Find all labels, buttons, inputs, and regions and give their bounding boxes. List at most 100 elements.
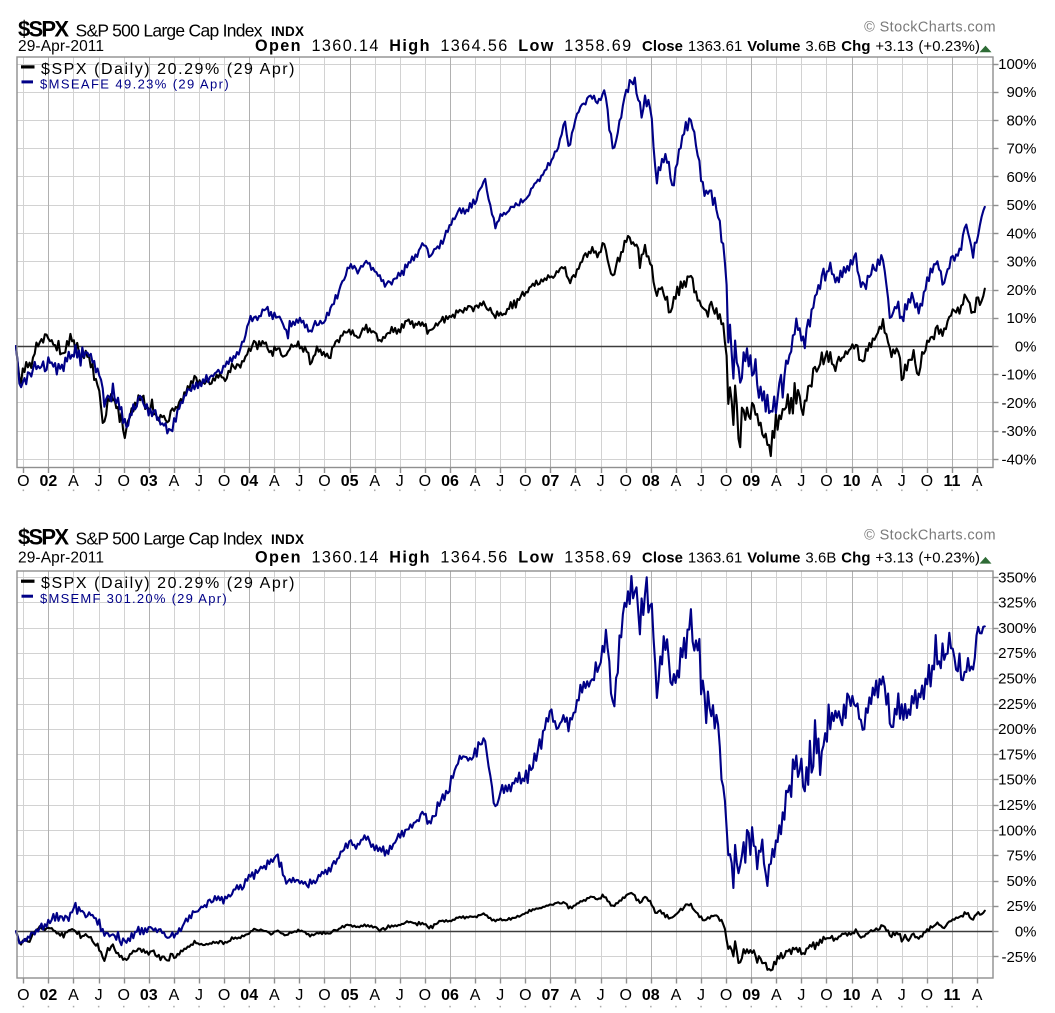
svg-text:300%: 300%: [998, 620, 1036, 637]
svg-text:O: O: [117, 987, 129, 1004]
svg-text:60%: 60%: [1006, 169, 1036, 186]
svg-text:O: O: [17, 473, 29, 490]
svg-text:$SPX: $SPX: [18, 17, 69, 42]
svg-text:0%: 0%: [1015, 924, 1037, 941]
svg-text:A: A: [570, 987, 581, 1004]
svg-text:O: O: [117, 473, 129, 490]
svg-text:O: O: [820, 473, 832, 490]
svg-text:O: O: [318, 987, 330, 1004]
svg-text:70%: 70%: [1006, 141, 1036, 158]
svg-text:0%: 0%: [1015, 338, 1037, 355]
svg-text:INDX: INDX: [271, 24, 305, 39]
svg-text:O: O: [921, 473, 933, 490]
svg-text:J: J: [95, 473, 103, 490]
svg-text:07: 07: [542, 473, 560, 490]
svg-text:350%: 350%: [998, 569, 1036, 586]
svg-text:11: 11: [944, 473, 961, 490]
svg-text:A: A: [570, 473, 581, 490]
svg-text:J: J: [597, 473, 605, 490]
svg-text:$MSEMF 301.20% (29 Apr): $MSEMF 301.20% (29 Apr): [40, 591, 228, 606]
svg-text:10%: 10%: [1006, 310, 1036, 327]
svg-text:125%: 125%: [998, 797, 1036, 814]
svg-text:-25%: -25%: [1001, 949, 1036, 966]
svg-text:S&P 500 Large Cap Index: S&P 500 Large Cap Index: [76, 529, 263, 549]
svg-text:A: A: [68, 987, 79, 1004]
svg-text:325%: 325%: [998, 595, 1036, 612]
svg-text:80%: 80%: [1006, 112, 1036, 129]
svg-text:O: O: [519, 473, 531, 490]
svg-text:25%: 25%: [1006, 898, 1036, 915]
svg-text:Close 1363.61 Volume 3.6B Chg: Close 1363.61 Volume 3.6B Chg +3.13 (+0.…: [642, 39, 980, 55]
svg-text:A: A: [68, 473, 79, 490]
svg-text:$MSEAFE 49.23% (29 Apr): $MSEAFE 49.23% (29 Apr): [40, 77, 230, 92]
svg-text:J: J: [898, 987, 906, 1004]
svg-text:J: J: [697, 473, 705, 490]
svg-text:09: 09: [742, 987, 760, 1004]
svg-text:J: J: [295, 473, 303, 490]
svg-text:02: 02: [40, 473, 58, 490]
svg-text:-10%: -10%: [1001, 367, 1036, 384]
svg-text:05: 05: [341, 987, 359, 1004]
svg-text:A: A: [169, 473, 180, 490]
svg-text:J: J: [597, 987, 605, 1004]
svg-text:75%: 75%: [1006, 848, 1036, 865]
svg-text:05: 05: [341, 473, 359, 490]
svg-text:A: A: [972, 987, 983, 1004]
svg-text:A: A: [871, 473, 882, 490]
svg-text:-40%: -40%: [1001, 451, 1036, 468]
svg-text:A: A: [470, 473, 481, 490]
svg-text:04: 04: [240, 473, 258, 490]
svg-text:250%: 250%: [998, 671, 1036, 688]
svg-text:A: A: [671, 987, 682, 1004]
svg-text:03: 03: [140, 987, 158, 1004]
svg-text:-20%: -20%: [1001, 395, 1036, 412]
svg-text:A: A: [269, 473, 280, 490]
svg-text:A: A: [771, 473, 782, 490]
svg-text:02: 02: [40, 987, 58, 1004]
svg-text:J: J: [195, 987, 203, 1004]
svg-text:A: A: [671, 473, 682, 490]
svg-text:O: O: [720, 987, 732, 1004]
svg-text:Close 1363.61 Volume 3.6B Chg: Close 1363.61 Volume 3.6B Chg +3.13 (+0.…: [642, 550, 980, 566]
svg-text:J: J: [697, 987, 705, 1004]
svg-text:O: O: [419, 987, 431, 1004]
svg-text:A: A: [369, 473, 380, 490]
svg-text:100%: 100%: [998, 822, 1036, 839]
svg-text:50%: 50%: [1006, 197, 1036, 214]
svg-text:200%: 200%: [998, 721, 1036, 738]
svg-text:A: A: [972, 473, 983, 490]
svg-text:06: 06: [441, 987, 459, 1004]
svg-text:$SPX: $SPX: [18, 525, 69, 550]
svg-text:275%: 275%: [998, 645, 1036, 662]
svg-text:J: J: [195, 473, 203, 490]
svg-text:Open 1360.14 High 1364.56 Low: Open 1360.14 High 1364.56 Low 1358.69: [255, 548, 633, 566]
svg-text:175%: 175%: [998, 746, 1036, 763]
svg-text:$SPX (Daily) 20.29% (29 Apr): $SPX (Daily) 20.29% (29 Apr): [41, 61, 296, 78]
svg-text:40%: 40%: [1006, 225, 1036, 242]
svg-text:50%: 50%: [1006, 873, 1036, 890]
svg-text:J: J: [797, 473, 805, 490]
svg-text:-30%: -30%: [1001, 423, 1036, 440]
svg-text:04: 04: [240, 987, 258, 1004]
svg-text:J: J: [295, 987, 303, 1004]
svg-text:A: A: [871, 987, 882, 1004]
svg-text:O: O: [619, 987, 631, 1004]
svg-text:© StockCharts.com: © StockCharts.com: [864, 20, 996, 36]
svg-text:29-Apr-2011: 29-Apr-2011: [18, 549, 104, 566]
svg-text:A: A: [470, 987, 481, 1004]
svg-text:O: O: [519, 987, 531, 1004]
svg-text:11: 11: [944, 987, 961, 1004]
svg-text:J: J: [496, 987, 504, 1004]
svg-text:150%: 150%: [998, 772, 1036, 789]
svg-text:20%: 20%: [1006, 282, 1036, 299]
svg-text:© StockCharts.com: © StockCharts.com: [864, 528, 996, 544]
svg-text:O: O: [218, 987, 230, 1004]
svg-text:$SPX (Daily) 20.29% (29 Apr): $SPX (Daily) 20.29% (29 Apr): [41, 575, 296, 592]
svg-text:07: 07: [542, 987, 560, 1004]
svg-text:A: A: [169, 987, 180, 1004]
svg-text:O: O: [218, 473, 230, 490]
svg-text:100%: 100%: [998, 56, 1036, 73]
svg-text:06: 06: [441, 473, 459, 490]
svg-text:J: J: [95, 987, 103, 1004]
svg-text:09: 09: [742, 473, 760, 490]
